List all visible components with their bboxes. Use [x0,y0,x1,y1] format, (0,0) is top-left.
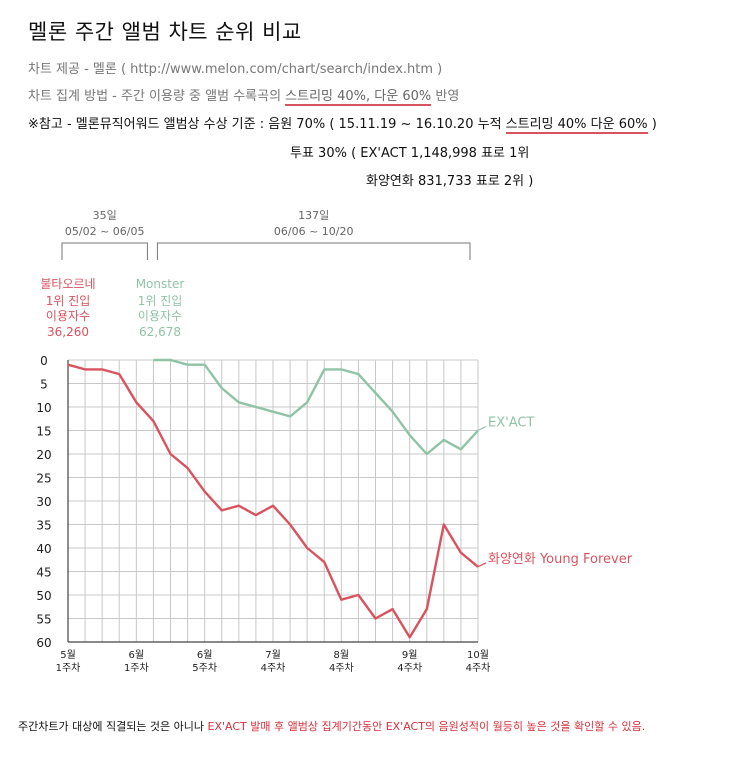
x-tick-week: 1주차 [56,662,81,674]
x-tick-week: 5주차 [192,662,217,674]
x-tick-month: 6월 [197,649,213,661]
period-bracket [61,242,148,260]
y-tick-label: 40 [36,542,51,556]
y-tick-label: 10 [36,401,51,415]
series-label-leader [477,425,487,432]
y-tick-label: 30 [36,495,51,509]
y-tick-label: 60 [36,636,51,650]
award-note: ※참고 - 멜론뮤직어워드 앨범상 수상 기준 : 음원 70% ( 15.11… [28,113,657,134]
period-bracket [156,242,471,260]
rank-chart: 0510152025303540455055605월1주차6월1주차6월5주차7… [36,208,633,674]
entry-album-name: 불타오르네 [40,277,95,291]
y-tick-label: 20 [36,448,51,462]
x-tick-month: 10월 [467,649,489,661]
series-label: EX'ACT [488,416,534,431]
y-tick-label: 35 [36,519,51,533]
method-highlight: 스트리밍 40%, 다운 60% [285,89,432,106]
series-line [67,363,479,639]
note-highlight: 스트리밍 40% 다운 60% [505,117,648,134]
entry-users-label: 이용자수 [46,309,90,323]
period-range: 06/06 ~ 10/20 [274,225,354,238]
x-tick-month: 9월 [402,649,418,661]
x-tick-month: 6월 [129,649,145,661]
note-prefix: ※참고 - 멜론뮤직어워드 앨범상 수상 기준 : 음원 70% ( 15.11… [28,117,506,132]
footnote-highlight: EX'ACT 발매 후 앨범상 집계기간동안 EX'ACT의 음원성적이 월등히… [207,720,646,733]
x-tick-week: 4주차 [329,662,354,674]
entry-rank-label: 1위 진입 [46,294,91,308]
period-length: 137일 [298,208,329,222]
chart-source: 차트 제공 - 멜론 ( http://www.melon.com/chart/… [28,62,443,77]
aggregation-method: 차트 집계 방법 - 주간 이용량 중 앨범 수록곡의 스트리밍 40%, 다운… [28,85,460,106]
page-title: 멜론 주간 앨범 차트 순위 비교 [28,20,302,44]
entry-users-value: 36,260 [47,325,89,339]
footnote-prefix: 주간차트가 대상에 직결되는 것은 아니나 [18,720,208,733]
vote-note-line-2: 화양연화 831,733 표로 2위 ) [366,174,534,189]
series-label-leader [477,562,487,568]
entry-users-label: 이용자수 [138,309,182,323]
y-tick-label: 15 [36,425,51,439]
y-tick-label: 0 [40,354,48,368]
y-tick-label: 55 [36,613,51,627]
period-range: 05/02 ~ 06/05 [65,225,145,238]
y-tick-label: 25 [36,472,51,486]
series-line [153,358,479,456]
entry-users-value: 62,678 [139,325,181,339]
note-suffix: ) [647,117,657,132]
footnote: 주간차트가 대상에 직결되는 것은 아니나 EX'ACT 발매 후 앨범상 집계… [18,718,645,734]
method-prefix: 차트 집계 방법 - 주간 이용량 중 앨범 수록곡의 [28,89,286,104]
x-tick-month: 7월 [265,649,281,661]
method-suffix: 반영 [431,89,460,104]
period-length: 35일 [93,208,117,222]
x-tick-week: 4주차 [261,662,286,674]
y-tick-label: 50 [36,589,51,603]
entry-rank-label: 1위 진입 [138,294,183,308]
x-tick-month: 5월 [60,649,76,661]
series-label: 화양연화 Young Forever [488,552,633,567]
y-tick-label: 5 [40,378,48,392]
x-tick-week: 4주차 [466,662,491,674]
entry-album-name: Monster [136,277,185,291]
y-tick-label: 45 [36,566,51,580]
vote-note-line-1: 투표 30% ( EX'ACT 1,148,998 표로 1위 [290,146,530,161]
x-tick-week: 4주차 [397,662,422,674]
x-tick-week: 1주차 [124,662,149,674]
x-tick-month: 8월 [334,649,350,661]
